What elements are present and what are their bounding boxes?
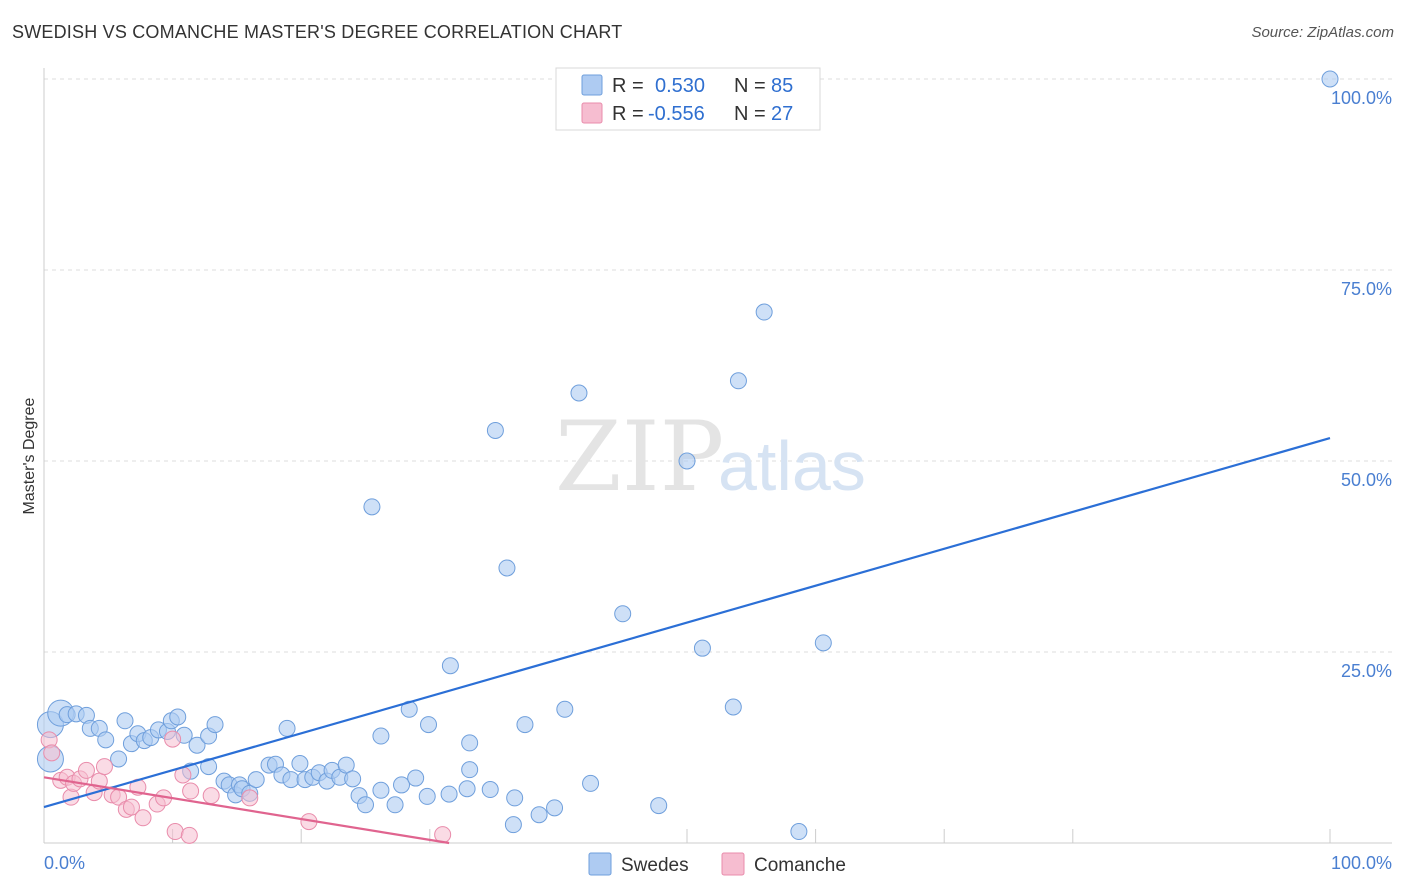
comanche-point xyxy=(164,730,182,748)
y-tick-label: 50.0% xyxy=(1341,470,1392,490)
swedes-point xyxy=(504,816,522,834)
swedes-point xyxy=(1321,70,1339,88)
swedes-point xyxy=(206,716,224,734)
swedes-point xyxy=(407,769,425,787)
swedes-point xyxy=(516,716,534,734)
x-tick-label: 0.0% xyxy=(44,853,85,873)
swedes-point xyxy=(486,421,504,439)
legend-swedes-n-value: 85 xyxy=(771,75,793,97)
comanche-point xyxy=(180,826,198,844)
swedes-point xyxy=(814,634,832,652)
y-tick-label: 100.0% xyxy=(1331,88,1392,108)
swedes-point xyxy=(461,761,479,779)
swedes-point xyxy=(498,559,516,577)
swedes-point xyxy=(357,796,374,814)
chart-title: SWEDISH VS COMANCHE MASTER'S DEGREE CORR… xyxy=(12,22,623,42)
swedes-point xyxy=(582,774,600,792)
legend-comanche-r-label: R = xyxy=(612,103,644,125)
watermark-zip: ZIP xyxy=(555,401,724,513)
chart-source: Source: ZipAtlas.com xyxy=(1251,24,1394,41)
correlation-legend: R = 0.530 N = 85 R = -0.556 N = 27 xyxy=(555,67,821,131)
swedes-point xyxy=(420,716,438,734)
y-tick-label: 75.0% xyxy=(1341,279,1392,299)
comanche-point xyxy=(241,789,259,807)
swedes-point xyxy=(458,780,476,798)
comanche-point xyxy=(122,798,140,816)
comanche-trend-line xyxy=(43,776,450,845)
comanche-point xyxy=(202,787,220,805)
swedes-point xyxy=(110,750,128,768)
axis-layer: 25.0% 50.0% 75.0% 100.0% 0.0% 100.0% xyxy=(43,68,1392,873)
swedes-point xyxy=(790,823,808,841)
watermark: ZIP atlas xyxy=(555,401,866,513)
swedes-point xyxy=(372,727,390,745)
swedes-points xyxy=(36,70,1339,841)
swedes-point xyxy=(169,708,187,726)
swedes-point xyxy=(650,797,668,815)
swedes-point xyxy=(291,755,309,773)
swedes-point xyxy=(678,452,696,470)
swedes-point xyxy=(363,498,381,516)
swedes-point xyxy=(729,372,747,390)
comanche-point xyxy=(134,809,152,827)
legend-swedes-n-label: N = xyxy=(734,75,766,97)
comanche-point xyxy=(95,758,113,776)
swedes-point xyxy=(188,736,206,754)
legend-swatch-comanche xyxy=(581,102,603,124)
swedes-point xyxy=(418,787,436,805)
series-legend-swatch-comanche xyxy=(721,852,745,876)
swedes-point xyxy=(282,771,300,789)
swedes-point xyxy=(337,756,355,774)
swedes-point xyxy=(278,719,296,737)
swedes-point xyxy=(530,806,548,824)
swedes-point xyxy=(506,789,524,807)
swedes-point xyxy=(344,770,362,788)
legend-swatch-swedes xyxy=(581,74,603,96)
swedes-point xyxy=(481,781,499,799)
swedes-point xyxy=(556,700,574,718)
swedes-point xyxy=(386,796,404,814)
legend-comanche-n-label: N = xyxy=(734,103,766,125)
swedes-point xyxy=(461,734,479,752)
comanche-point xyxy=(166,823,184,841)
swedes-point xyxy=(97,731,115,749)
legend-swedes-r-value: 0.530 xyxy=(655,75,705,97)
swedes-point xyxy=(570,384,588,402)
swedes-point xyxy=(247,771,265,789)
swedes-point xyxy=(441,657,459,675)
swedes-trend-line xyxy=(43,437,1331,809)
comanche-point xyxy=(43,744,61,762)
swedes-point xyxy=(116,712,134,730)
series-legend: Swedes Comanche xyxy=(588,852,846,876)
series-legend-label-swedes: Swedes xyxy=(621,855,689,876)
comanche-point xyxy=(182,782,200,800)
grid-layer xyxy=(44,78,1392,843)
swedes-point xyxy=(755,303,773,321)
swedes-point xyxy=(614,605,632,623)
x-tick-label: 100.0% xyxy=(1331,853,1392,873)
comanche-point xyxy=(77,761,95,779)
swedes-point xyxy=(693,639,711,657)
legend-comanche-r-value: -0.556 xyxy=(648,103,705,125)
swedes-point xyxy=(200,758,218,776)
legend-swedes-r-label: R = xyxy=(612,75,644,97)
watermark-atlas: atlas xyxy=(718,427,866,505)
series-legend-swatch-swedes xyxy=(588,852,612,876)
swedes-point xyxy=(440,785,458,803)
swedes-point xyxy=(724,698,742,716)
swedes-point xyxy=(546,799,564,817)
y-tick-label: 25.0% xyxy=(1341,661,1392,681)
comanche-points xyxy=(40,730,452,844)
trend-lines xyxy=(43,437,1331,845)
swedes-point xyxy=(393,776,411,794)
y-axis-label: Master's Degree xyxy=(21,397,38,514)
series-legend-label-comanche: Comanche xyxy=(754,855,846,876)
swedes-point xyxy=(372,781,390,799)
legend-comanche-n-value: 27 xyxy=(771,103,793,125)
